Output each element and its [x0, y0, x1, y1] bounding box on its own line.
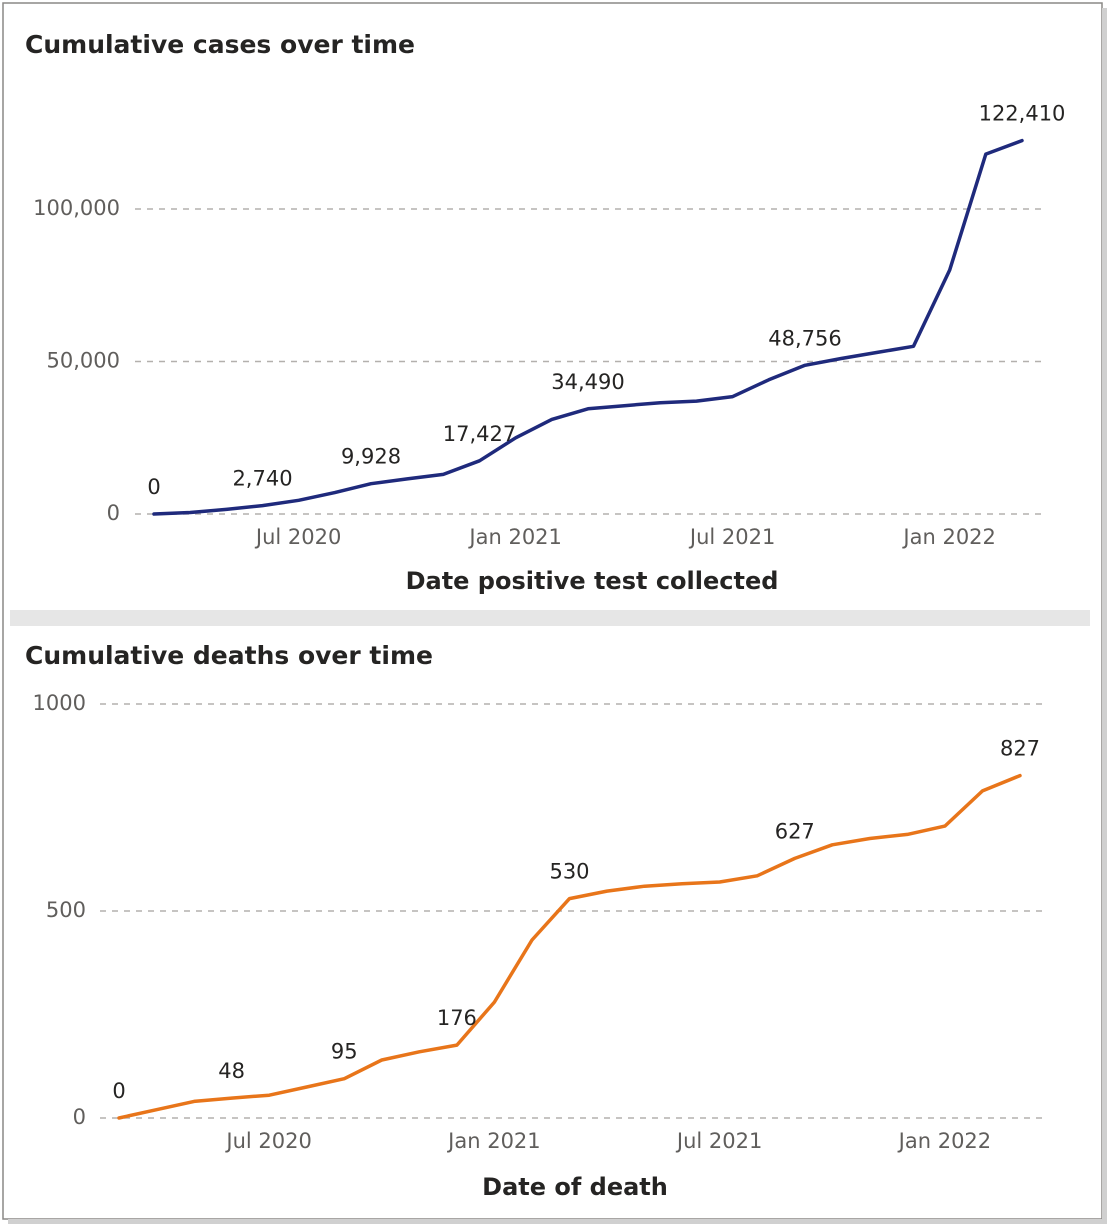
line [152, 138, 1024, 516]
data-label: 48,756 [768, 326, 841, 350]
y-tick-label: 100,000 [33, 196, 120, 220]
data-label: 122,410 [979, 102, 1066, 126]
data-label: 34,490 [551, 370, 624, 394]
x-tick-label: Jul 2020 [224, 1129, 311, 1153]
frame-shadow [1102, 8, 1107, 1222]
data-label: 2,740 [232, 467, 292, 491]
x-tick-label: Jul 2020 [254, 525, 341, 549]
data-label: 827 [1000, 737, 1040, 761]
data-label: 9,928 [341, 445, 401, 469]
y-tick-label: 1000 [33, 691, 86, 715]
data-label: 530 [549, 860, 589, 884]
x-tick-label: Jul 2021 [675, 1129, 762, 1153]
line [117, 773, 1022, 1120]
y-tick-label: 50,000 [47, 349, 120, 373]
x-tick-label: Jan 2022 [897, 1129, 992, 1153]
x-tick-label: Jan 2022 [901, 525, 996, 549]
data-label: 176 [437, 1006, 477, 1030]
y-tick-label: 0 [73, 1105, 86, 1129]
x-axis-title: Date positive test collected [406, 567, 779, 595]
chart-title: Cumulative cases over time [25, 30, 415, 59]
data-label: 0 [147, 475, 160, 499]
data-label: 627 [775, 819, 815, 843]
x-tick-label: Jan 2021 [467, 525, 562, 549]
x-axis-title: Date of death [482, 1173, 668, 1201]
data-label: 17,427 [443, 422, 516, 446]
data-label: 0 [112, 1079, 125, 1103]
chart-title: Cumulative deaths over time [25, 641, 433, 670]
data-label: 48 [218, 1059, 245, 1083]
frame-shadow [8, 1219, 1107, 1224]
separator [10, 610, 1090, 626]
y-tick-label: 0 [107, 501, 120, 525]
y-tick-label: 500 [46, 898, 86, 922]
data-label: 95 [331, 1040, 358, 1064]
x-tick-label: Jul 2021 [688, 525, 775, 549]
x-tick-label: Jan 2021 [446, 1129, 541, 1153]
